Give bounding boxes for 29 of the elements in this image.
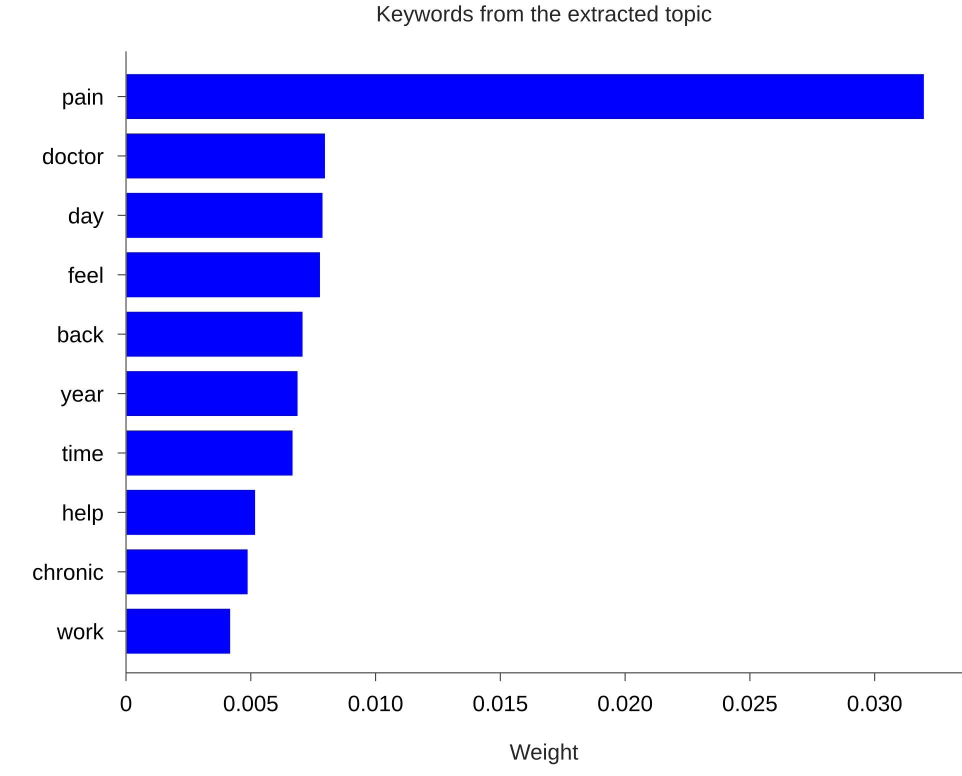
bar bbox=[126, 370, 299, 418]
y-tick-label: doctor bbox=[42, 148, 104, 164]
chart-title: Keywords from the extracted topic bbox=[378, 5, 712, 26]
y-tick-label: work bbox=[56, 623, 104, 640]
bar bbox=[126, 488, 256, 536]
bar bbox=[126, 548, 249, 596]
bar bbox=[126, 132, 326, 180]
y-tick-label: chronic bbox=[33, 564, 104, 580]
y-tick-label: help bbox=[63, 504, 103, 526]
y-tick-label: day bbox=[68, 207, 104, 228]
bar bbox=[126, 607, 232, 656]
bar bbox=[126, 250, 322, 299]
y-tick-label: pain bbox=[63, 88, 102, 110]
bar bbox=[126, 310, 304, 358]
bar bbox=[126, 429, 294, 477]
x-tick-label: 0 bbox=[120, 696, 132, 712]
x-tick-label: 0.020 bbox=[598, 696, 652, 712]
y-tick-label: back bbox=[58, 326, 104, 342]
bar bbox=[126, 72, 926, 120]
x-tick-label: 0.030 bbox=[848, 696, 902, 712]
x-tick-label: 0.010 bbox=[348, 696, 403, 712]
y-tick-label: time bbox=[62, 444, 103, 462]
x-tick-label: 0.005 bbox=[224, 696, 278, 712]
x-axis-title: Weight bbox=[510, 744, 578, 764]
y-tick-label: year bbox=[60, 390, 104, 406]
x-tick-label: 0.025 bbox=[722, 696, 777, 712]
x-tick-label: 0.015 bbox=[473, 696, 528, 712]
bar bbox=[126, 191, 324, 240]
y-tick-label: feel bbox=[68, 266, 102, 284]
